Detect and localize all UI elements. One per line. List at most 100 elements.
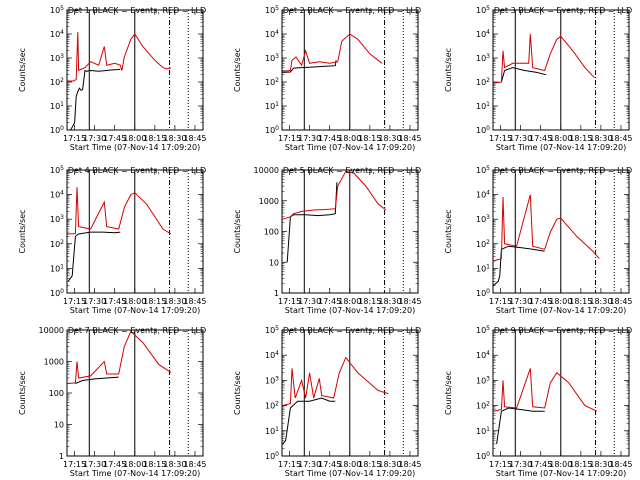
chart-title-det1: Det 1 BLACK = Events, RED = LLD (68, 6, 206, 15)
x-tick-label: 18:30 (163, 460, 186, 469)
series-events-det2 (282, 60, 337, 73)
x-tick-label: 17:45 (529, 297, 552, 306)
y-tick-label: 10 (54, 421, 64, 430)
y-tick-label: 101 (265, 426, 279, 436)
chart-title-det9: Det 9 BLACK = Events, RED = LLD (494, 326, 632, 335)
y-tick-label: 102 (476, 239, 490, 249)
y-tick-label: 10000 (39, 326, 64, 335)
y-axis-label: Counts/sec (18, 371, 27, 415)
x-tick-label: 18:45 (609, 460, 632, 469)
x-tick-label: 17:30 (83, 460, 106, 469)
x-tick-label: 18:00 (338, 460, 361, 469)
chart-title-det2: Det 2 BLACK = Events, RED = LLD (283, 6, 421, 15)
x-axis-label: Start Time (07-Nov-14 17:09:20) (496, 306, 626, 315)
y-axis-label: Counts/sec (18, 48, 27, 92)
y-tick-label: 104 (476, 350, 490, 360)
y-tick-label: 101 (476, 426, 490, 436)
x-tick-label: 17:45 (529, 460, 552, 469)
x-axis-label: Start Time (07-Nov-14 17:09:20) (496, 143, 626, 152)
y-tick-label: 102 (265, 401, 279, 411)
y-tick-label: 103 (50, 53, 64, 63)
x-axis-label: Start Time (07-Nov-14 17:09:20) (285, 469, 415, 478)
y-tick-label: 1000 (44, 358, 64, 367)
x-tick-label: 18:45 (183, 134, 206, 143)
x-axis-label: Start Time (07-Nov-14 17:09:20) (496, 469, 626, 478)
x-tick-label: 18:30 (378, 134, 401, 143)
x-tick-label: 17:15 (278, 134, 301, 143)
series-lld-det5 (282, 170, 387, 220)
x-tick-label: 17:15 (63, 134, 86, 143)
chart-title-det3: Det 3 BLACK = Events, RED = LLD (494, 6, 632, 15)
chart-title-det5: Det 5 BLACK = Events, RED = LLD (283, 166, 421, 175)
chart-title-det8: Det 8 BLACK = Events, RED = LLD (283, 326, 421, 335)
series-events-det4 (67, 231, 121, 282)
x-tick-label: 18:15 (569, 134, 592, 143)
series-lld-det3 (493, 33, 595, 84)
y-tick-label: 100 (476, 125, 490, 135)
series-lld-det4 (67, 187, 172, 235)
y-tick-label: 101 (265, 101, 279, 111)
series-lld-det8 (282, 356, 389, 407)
y-tick-label: 105 (265, 5, 279, 15)
y-tick-label: 103 (476, 53, 490, 63)
x-tick-label: 18:45 (398, 460, 421, 469)
x-tick-label: 17:30 (298, 460, 321, 469)
y-axis-label: Counts/sec (444, 371, 453, 415)
series-events-det1 (68, 68, 121, 131)
x-tick-label: 17:30 (509, 460, 532, 469)
y-tick-label: 1000 (259, 197, 279, 206)
y-tick-label: 103 (265, 53, 279, 63)
series-events-det5 (286, 182, 338, 263)
x-tick-label: 18:45 (398, 297, 421, 306)
y-tick-label: 103 (476, 214, 490, 224)
y-tick-label: 100 (50, 288, 64, 298)
y-tick-label: 103 (265, 375, 279, 385)
y-tick-label: 10 (269, 258, 279, 267)
x-tick-label: 18:45 (183, 297, 206, 306)
series-events-det3 (500, 67, 547, 83)
x-tick-label: 18:15 (358, 460, 381, 469)
x-tick-label: 18:15 (569, 460, 592, 469)
x-tick-label: 17:30 (509, 134, 532, 143)
x-axis-label: Start Time (07-Nov-14 17:09:20) (70, 306, 200, 315)
y-tick-label: 105 (476, 5, 490, 15)
y-axis-label: Counts/sec (444, 209, 453, 253)
x-tick-label: 18:30 (589, 134, 612, 143)
x-tick-label: 17:30 (509, 297, 532, 306)
x-axis-label: Start Time (07-Nov-14 17:09:20) (285, 306, 415, 315)
y-axis-label: Counts/sec (233, 48, 242, 92)
x-tick-label: 17:30 (83, 134, 106, 143)
y-tick-label: 105 (476, 165, 490, 175)
y-tick-label: 102 (50, 239, 64, 249)
y-tick-label: 102 (265, 77, 279, 87)
x-tick-label: 17:15 (63, 297, 86, 306)
chart-title-det4: Det 4 BLACK = Events, RED = LLD (68, 166, 206, 175)
x-tick-label: 17:15 (278, 460, 301, 469)
y-tick-label: 100 (265, 451, 279, 461)
y-tick-label: 102 (476, 401, 490, 411)
x-tick-label: 18:15 (143, 297, 166, 306)
y-tick-label: 100 (264, 228, 279, 237)
x-tick-label: 17:45 (318, 460, 341, 469)
y-tick-label: 104 (50, 29, 64, 39)
x-tick-label: 18:45 (398, 134, 421, 143)
y-tick-label: 1 (274, 289, 279, 298)
y-axis-label: Counts/sec (444, 48, 453, 92)
x-axis-label: Start Time (07-Nov-14 17:09:20) (70, 469, 200, 478)
y-tick-label: 101 (50, 101, 64, 111)
x-tick-label: 18:00 (549, 134, 572, 143)
y-axis-label: Counts/sec (233, 371, 242, 415)
chart-title-det7: Det 7 BLACK = Events, RED = LLD (68, 326, 206, 335)
x-tick-label: 18:15 (143, 134, 166, 143)
x-tick-label: 17:45 (103, 297, 126, 306)
y-tick-label: 100 (476, 451, 490, 461)
y-tick-label: 102 (476, 77, 490, 87)
y-tick-label: 100 (265, 125, 279, 135)
y-tick-label: 104 (265, 350, 279, 360)
chart-title-det6: Det 6 BLACK = Events, RED = LLD (494, 166, 632, 175)
y-tick-label: 103 (50, 214, 64, 224)
y-tick-label: 105 (50, 165, 64, 175)
x-tick-label: 18:45 (609, 297, 632, 306)
x-tick-label: 18:15 (569, 297, 592, 306)
